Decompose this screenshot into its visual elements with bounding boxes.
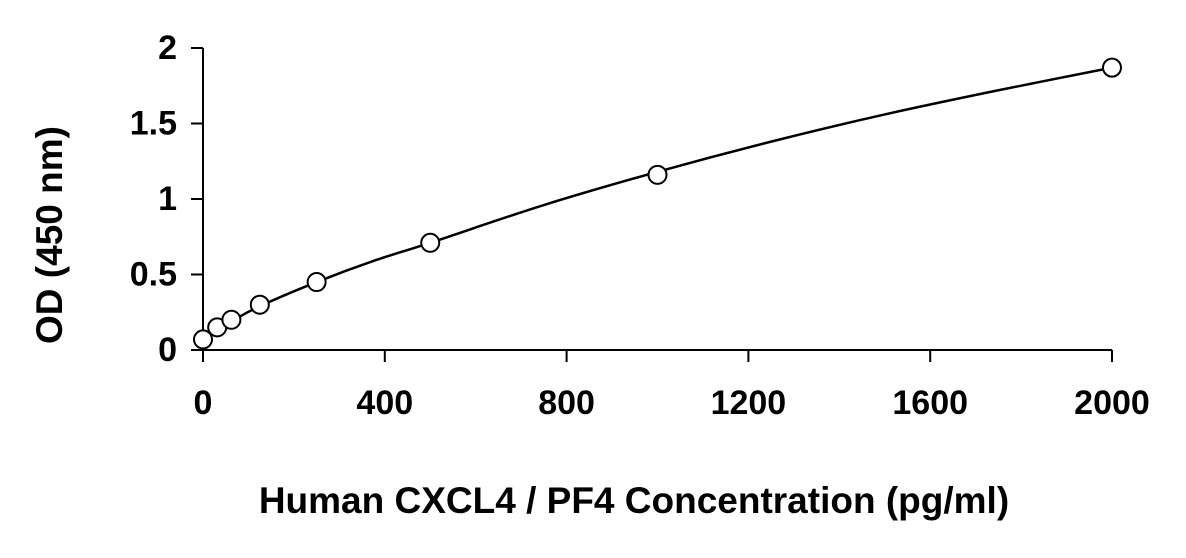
data-points bbox=[193, 57, 1122, 350]
data-point bbox=[249, 294, 270, 315]
x-axis-title: Human CXCL4 / PF4 Concentration (pg/ml) bbox=[259, 480, 1009, 521]
y-axis-title: OD (450 nm) bbox=[29, 126, 70, 344]
fit-curve bbox=[202, 66, 1113, 339]
y-tick-label: 1 bbox=[158, 180, 177, 218]
y-tick-label: 1.5 bbox=[130, 105, 177, 143]
x-tick-label: 1600 bbox=[892, 384, 968, 422]
x-tick-label: 0 bbox=[194, 384, 213, 422]
y-tick-label: 2 bbox=[158, 29, 177, 67]
data-point bbox=[306, 272, 327, 293]
fit-curve-line bbox=[202, 66, 1113, 339]
data-point bbox=[647, 164, 668, 185]
ticks: 0 0.5 1 1.5 2 0 400 800 1200 1600 2000 bbox=[130, 29, 1150, 422]
x-tick-label: 400 bbox=[356, 384, 413, 422]
y-tick-label: 0 bbox=[158, 331, 177, 369]
x-tick-label: 800 bbox=[538, 384, 595, 422]
axes bbox=[202, 48, 1112, 351]
x-tick-label: 1200 bbox=[711, 384, 787, 422]
data-point bbox=[221, 309, 242, 330]
data-point bbox=[193, 329, 213, 350]
data-point bbox=[1102, 57, 1122, 78]
y-tick-label: 0.5 bbox=[130, 256, 177, 294]
data-point bbox=[420, 232, 441, 253]
x-tick-label: 2000 bbox=[1074, 384, 1150, 422]
